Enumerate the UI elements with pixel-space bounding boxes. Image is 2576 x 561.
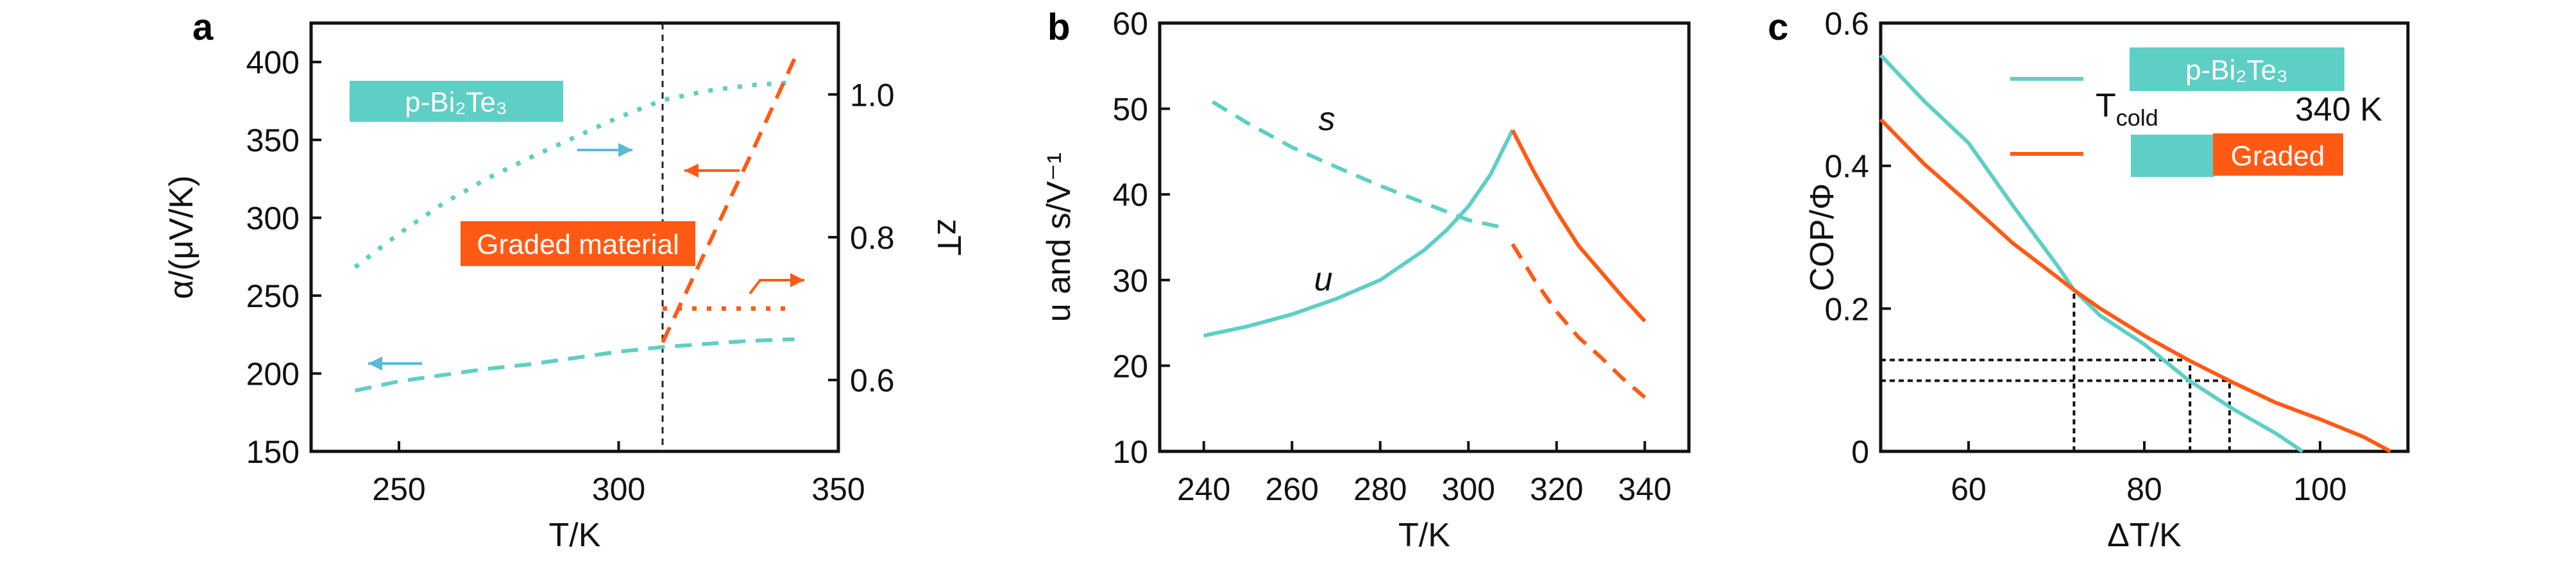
tcold-symbol: T [2096,87,2116,124]
series-line-p-bi2te3-1 [353,80,795,269]
x-tick-label: 300 [1442,471,1495,507]
y-axis-label: u and s/V⁻¹ [1040,153,1078,322]
x-tick-label: 100 [2293,471,2346,507]
series-line-graded-1 [1879,118,2392,453]
series-line-u-1 [1511,129,1647,322]
x-tick-label: 340 [1618,471,1672,507]
y-tick-label: 400 [246,45,300,81]
y-tick-label: 0 [1851,434,1869,470]
legend-tcold-label: Tcold [2096,87,2158,131]
legend-box-bi2te3 [2130,47,2344,91]
plot-frame-b [1158,21,1691,453]
arrow-left-icon-head [368,356,382,371]
arrow-right-icon-shaft [749,279,804,295]
y-tick-label: 200 [246,356,300,392]
annotation-u: u [1314,261,1333,298]
panel-label-b: b [1047,6,1070,48]
y-tick-label: 0.6 [1824,6,1869,42]
panel-label-c: c [1768,6,1788,48]
x-tick-label: 60 [1951,471,1987,507]
x-tick-label: 280 [1353,471,1407,507]
y-tick-label: 0.4 [1824,149,1869,185]
y-tick-label: 20 [1112,348,1148,384]
x-axis-label: T/K [549,517,601,554]
y-tick-label: 150 [246,434,300,470]
y2-tick-label: 1.0 [850,77,895,113]
y-tick-label: 60 [1112,6,1148,42]
y-tick-label: 350 [246,122,300,158]
y-axis-label: COP/Φ [1804,183,1841,292]
x-axis-label: ΔT/K [2107,517,2182,554]
label-box-bi2te3 [350,81,563,122]
legend-label-bi2te3: p-Bi₂Te₃ [2185,54,2288,86]
x-tick-label: 80 [2126,471,2162,507]
label-box-graded [461,221,695,266]
x-tick-label: 320 [1530,471,1583,507]
x-tick-label: 240 [1177,471,1230,507]
y-tick-label: 50 [1112,92,1148,128]
x-tick-label: 250 [372,471,425,507]
y-tick-label: 0.2 [1824,291,1869,327]
annotation-s: s [1319,101,1335,138]
x-tick-label: 260 [1266,471,1319,507]
y-tick-label: 10 [1112,434,1148,470]
series-line-s-2 [1211,100,1509,231]
x-axis-label: T/K [1398,517,1450,554]
x-tick-label: 350 [811,471,865,507]
legend-label-graded: Graded [2231,140,2325,172]
series-line-p-bi-te--0 [1879,54,2304,453]
panel-label-a: a [192,6,214,48]
arrow-left-icon-head [684,163,699,178]
y-tick-label: 250 [246,278,300,314]
label-graded: Graded material [477,229,679,260]
series-line-u-0 [1203,129,1514,338]
x-tick-label: 300 [592,471,645,507]
legend-tcold-value: 340 K [2295,91,2382,128]
series-line-p-bi2te3-0 [354,337,795,393]
y-tick-label: 30 [1112,263,1148,299]
y2-axis-label: zT [930,219,967,256]
y2-tick-label: 0.8 [850,220,895,256]
legend-box-graded-left [2131,135,2214,177]
y-tick-label: 40 [1112,177,1148,213]
label-bi2te3: p-Bi₂Te₃ [405,87,507,118]
series-line-graded-2 [661,58,797,344]
arrow-right-icon-head [790,273,804,287]
tcold-subscript: cold [2116,105,2158,131]
legend-box-graded-right [2213,133,2343,176]
arrow-right-icon-head [618,143,632,157]
y-axis-label: α/(μV/K) [163,176,200,299]
y2-tick-label: 0.6 [850,363,895,399]
series-line-s-3 [1511,243,1647,399]
y-tick-label: 300 [246,201,300,237]
